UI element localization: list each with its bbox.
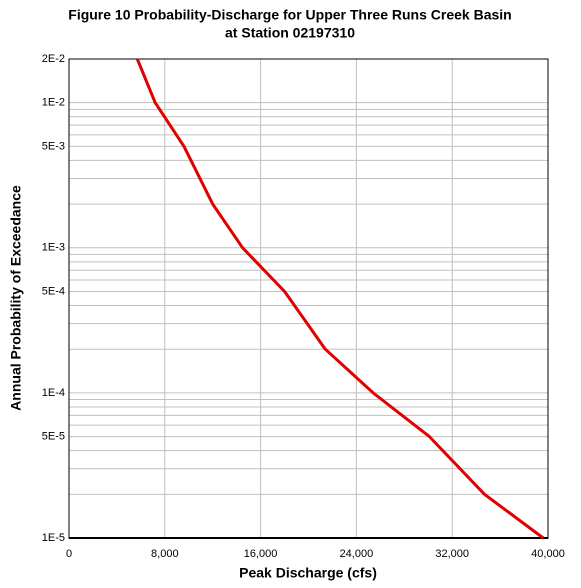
x-tick-label: 16,000 <box>244 548 278 560</box>
y-tick-label: 1E-3 <box>42 242 65 254</box>
y-tick-label: 2E-2 <box>42 53 65 65</box>
data-line <box>135 58 545 540</box>
chart-title: at Station 02197310 <box>225 25 355 41</box>
x-tick-label: 8,000 <box>151 548 179 560</box>
y-tick-label: 1E-4 <box>42 387 65 399</box>
x-tick-label: 40,000 <box>531 548 565 560</box>
y-tick-label: 5E-3 <box>42 140 65 152</box>
x-tick-label: 24,000 <box>340 548 374 560</box>
x-tick-label: 0 <box>66 548 72 560</box>
y-tick-label: 5E-5 <box>42 430 65 442</box>
x-axis-title: Peak Discharge (cfs) <box>239 565 377 581</box>
y-tick-label: 1E-5 <box>42 532 65 544</box>
y-tick-label: 5E-4 <box>42 285 65 297</box>
plot-frame <box>68 58 549 539</box>
y-tick-label: 1E-2 <box>42 97 65 109</box>
x-tick-label: 32,000 <box>435 548 469 560</box>
y-axis-title: Annual Probability of Exceedance <box>8 185 24 411</box>
chart-title: Figure 10 Probability-Discharge for Uppe… <box>68 7 511 23</box>
